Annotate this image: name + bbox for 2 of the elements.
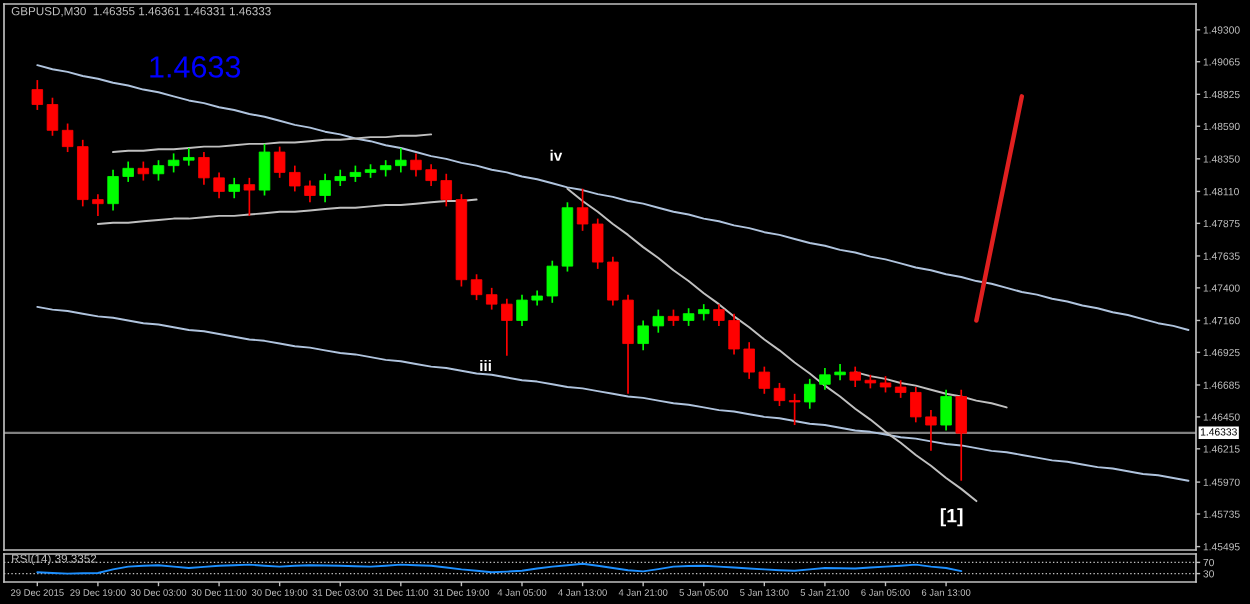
annotation: 1.4633 bbox=[150, 56, 241, 78]
annotation: [1] bbox=[940, 508, 963, 527]
